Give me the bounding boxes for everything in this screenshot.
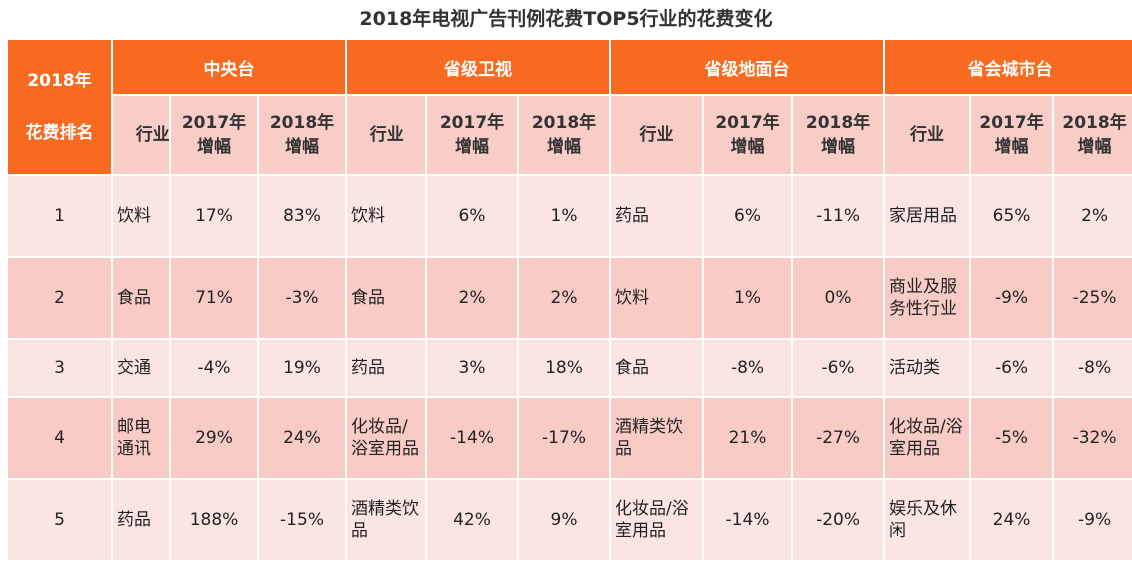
growth-2018-cell: -3%	[256, 256, 348, 340]
growth-2018-cell: -15%	[256, 478, 348, 562]
growth-2018-cell: -17%	[517, 396, 612, 480]
chart-title: 2018年电视广告刊例花费TOP5行业的花费变化	[359, 8, 773, 30]
table-row: 3 交通 -4% 19% 药品 3% 18% 食品 -8% -6% 活动类 -6% -8%	[6, 338, 1132, 398]
growth-2018-cell: -8%	[1052, 338, 1132, 398]
growth-2018-cell: -25%	[1052, 256, 1132, 340]
table-row: 5 药品 188% -15% 酒精类饮品 42% 9% 化妆品/浴室用品 -14% -20% 娱乐及…	[6, 478, 1132, 562]
growth-2017-cell: 2%	[425, 256, 520, 340]
industry-cell: 活动类	[883, 338, 972, 398]
growth-2018-cell: 2%	[517, 256, 612, 340]
industry-cell: 邮电通讯	[111, 396, 171, 480]
growth-2017-cell: 21%	[702, 396, 794, 480]
industry-cell: 酒精类饮品	[609, 396, 705, 480]
industry-cell: 药品	[345, 338, 428, 398]
subheader-2017-growth: 2017年 增幅	[425, 94, 520, 176]
growth-2017-cell: -6%	[969, 338, 1055, 398]
growth-2017-cell: 24%	[969, 478, 1055, 562]
industry-cell: 食品	[609, 338, 705, 398]
data-table: 2018年 花费排名 中央台 省级卫视 省级地面台 省会城市台 行业 2017年 …	[6, 38, 1132, 562]
industry-cell: 饮料	[345, 174, 428, 258]
growth-2017-cell: 6%	[425, 174, 520, 258]
rank-cell: 1	[6, 174, 113, 258]
growth-2017-cell: -9%	[969, 256, 1055, 340]
industry-cell: 药品	[111, 478, 171, 562]
growth-2017-cell: 17%	[169, 174, 259, 258]
growth-2017-cell: -5%	[969, 396, 1055, 480]
subheader-2017-growth: 2017年 增幅	[169, 94, 259, 176]
growth-2018-cell: 18%	[517, 338, 612, 398]
subheader-2017-growth: 2017年 增幅	[702, 94, 794, 176]
table-row: 1 饮料 17% 83% 饮料 6% 1% 药品 6% -11% 家居用品 65% 2%	[6, 174, 1132, 258]
growth-2017-cell: 71%	[169, 256, 259, 340]
rank-cell: 2	[6, 256, 113, 340]
growth-2017-cell: 1%	[702, 256, 794, 340]
rank-header: 2018年 花费排名	[6, 38, 113, 176]
growth-2018-cell: 0%	[791, 256, 886, 340]
growth-2017-cell: 29%	[169, 396, 259, 480]
subheader-industry: 行业	[345, 94, 428, 176]
industry-cell: 饮料	[609, 256, 705, 340]
growth-2018-cell: -32%	[1052, 396, 1132, 480]
growth-2018-cell: 24%	[256, 396, 348, 480]
industry-cell: 化妆品/浴室用品	[345, 396, 428, 480]
subheader-2017-growth: 2017年 增幅	[969, 94, 1055, 176]
growth-2018-cell: -9%	[1052, 478, 1132, 562]
industry-cell: 化妆品/浴室用品	[609, 478, 705, 562]
rank-cell: 5	[6, 478, 113, 562]
industry-cell: 药品	[609, 174, 705, 258]
industry-cell: 家居用品	[883, 174, 972, 258]
growth-2018-cell: 19%	[256, 338, 348, 398]
table-row: 2 食品 71% -3% 食品 2% 2% 饮料 1% 0% 商业及服务性行业 -9% -25%	[6, 256, 1132, 340]
subheader-industry: 行业	[883, 94, 972, 176]
subheader-2018-growth: 2018年 增幅	[791, 94, 886, 176]
subheader-industry: 行业	[609, 94, 705, 176]
growth-2018-cell: 1%	[517, 174, 612, 258]
growth-2018-cell: -27%	[791, 396, 886, 480]
group-header-capital-city: 省会城市台	[883, 38, 1132, 96]
group-header-provincial-satellite: 省级卫视	[345, 38, 612, 96]
subheader-2018-growth: 2018年 增幅	[1052, 94, 1132, 176]
industry-cell: 交通	[111, 338, 171, 398]
group-header-cctv: 中央台	[110, 38, 348, 96]
subheader-2018-growth: 2018年 增幅	[256, 94, 348, 176]
growth-2017-cell: 65%	[969, 174, 1055, 258]
table-row: 4 邮电通讯 29% 24% 化妆品/浴室用品 -14% -17% 酒精类饮品 21% -27% 化…	[6, 396, 1132, 480]
growth-2017-cell: -4%	[169, 338, 259, 398]
growth-2018-cell: 2%	[1052, 174, 1132, 258]
growth-2017-cell: 188%	[169, 478, 259, 562]
industry-cell: 食品	[345, 256, 428, 340]
industry-cell: 娱乐及休闲	[883, 478, 972, 562]
rank-cell: 4	[6, 396, 113, 480]
rank-cell: 3	[6, 338, 113, 398]
growth-2017-cell: -8%	[702, 338, 794, 398]
growth-2018-cell: -6%	[791, 338, 886, 398]
growth-2018-cell: -20%	[791, 478, 886, 562]
growth-2018-cell: 83%	[256, 174, 348, 258]
subheader-2018-growth: 2018年 增幅	[517, 94, 612, 176]
growth-2017-cell: 42%	[425, 478, 520, 562]
growth-2017-cell: 3%	[425, 338, 520, 398]
industry-cell: 化妆品/浴室用品	[883, 396, 972, 480]
industry-cell: 饮料	[111, 174, 171, 258]
subheader-industry: 行业	[111, 94, 171, 176]
group-header-provincial-terrestrial: 省级地面台	[609, 38, 886, 96]
industry-cell: 食品	[111, 256, 171, 340]
growth-2017-cell: -14%	[702, 478, 794, 562]
growth-2018-cell: -11%	[791, 174, 886, 258]
industry-cell: 酒精类饮品	[345, 478, 428, 562]
growth-2017-cell: 6%	[702, 174, 794, 258]
growth-2017-cell: -14%	[425, 396, 520, 480]
industry-cell: 商业及服务性行业	[883, 256, 972, 340]
growth-2018-cell: 9%	[517, 478, 612, 562]
